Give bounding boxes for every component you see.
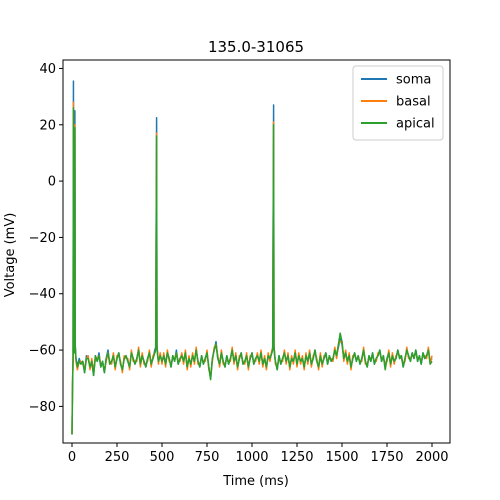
legend-label-basal: basal	[396, 95, 431, 110]
y-axis: −80 −60 −40 −20 0 20 40	[29, 62, 63, 415]
y-tick-label: −40	[29, 287, 56, 302]
legend-box	[352, 65, 444, 141]
plot-area	[62, 59, 451, 444]
y-tick-label: 40	[39, 62, 56, 77]
legend: soma basal apical	[352, 65, 444, 141]
x-tick-label: 1250	[280, 450, 313, 465]
x-tick-label: 250	[105, 450, 130, 465]
y-axis-label: Voltage (mV)	[3, 213, 18, 298]
x-tick-label: 2000	[415, 450, 448, 465]
x-tick-label: 500	[150, 450, 175, 465]
legend-label-apical: apical	[396, 117, 435, 132]
y-tick-label: −60	[29, 344, 56, 359]
x-axis-label: Time (ms)	[222, 474, 289, 489]
x-tick-label: 1000	[235, 450, 268, 465]
series-line-apical	[71, 107, 433, 435]
x-tick-label: 0	[68, 450, 76, 465]
x-tick-label: 1500	[325, 450, 358, 465]
y-tick-label: 20	[39, 118, 56, 133]
y-tick-label: −80	[29, 400, 56, 415]
legend-label-soma: soma	[396, 73, 431, 88]
x-tick-label: 1750	[370, 450, 403, 465]
x-tick-label: 750	[195, 450, 220, 465]
x-axis: 0 250 500 750 1000 1250 1500 1750 2000	[68, 443, 449, 465]
chart-title: 135.0-31065	[208, 38, 304, 56]
y-tick-label: 0	[48, 175, 56, 190]
y-tick-label: −20	[29, 231, 56, 246]
plot-frame	[62, 59, 451, 444]
